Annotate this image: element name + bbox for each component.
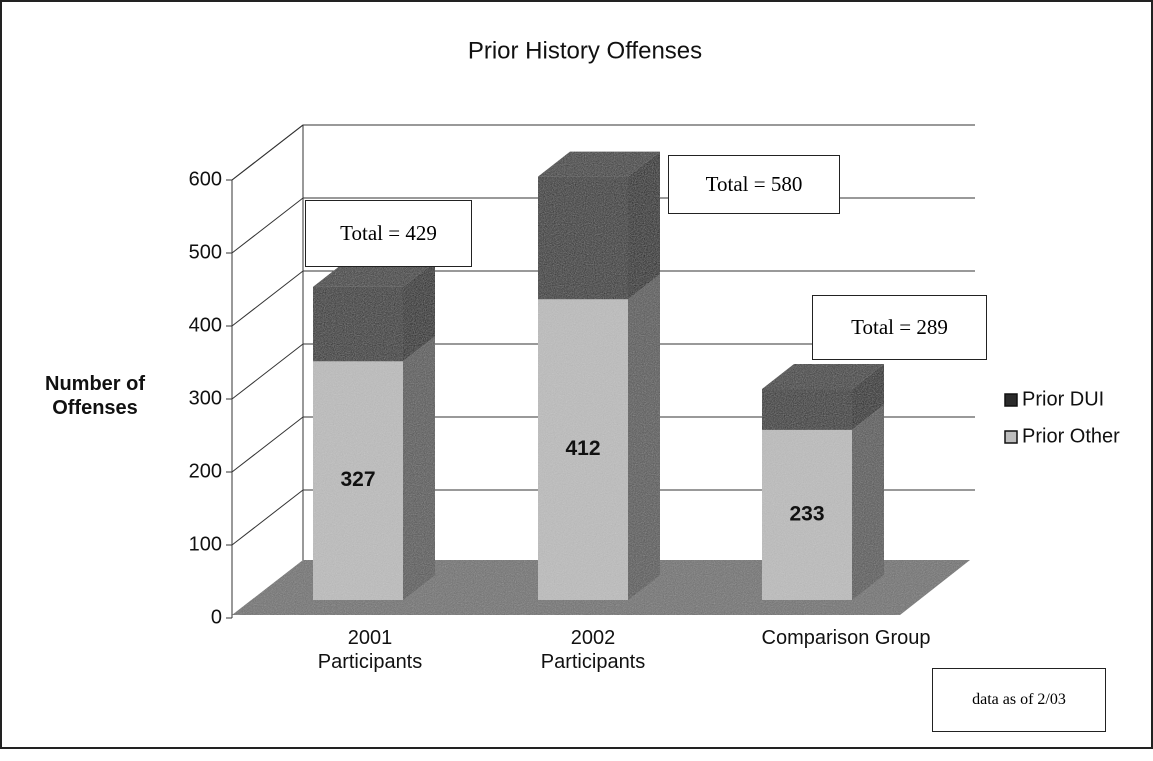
y-tick-label: 0	[211, 606, 222, 628]
legend-swatch	[1004, 430, 1018, 444]
grid-line	[231, 197, 304, 254]
grid-line	[231, 343, 304, 400]
bar	[538, 299, 628, 600]
bar	[762, 389, 852, 430]
note: data as of 2/03	[932, 668, 1106, 732]
bar	[762, 429, 852, 600]
annotation: Total = 289	[812, 295, 987, 360]
annotation: Total = 580	[668, 155, 840, 214]
grid-line	[231, 124, 304, 181]
bar-side	[403, 336, 435, 600]
bar-top	[538, 151, 660, 177]
bar	[313, 286, 403, 362]
x-tick-label: Comparison Group	[761, 627, 931, 649]
y-tick-label: 100	[189, 533, 222, 555]
y-tick-label: 400	[189, 314, 222, 336]
chart-title: Prior History Offenses	[468, 37, 702, 64]
bar	[538, 176, 628, 300]
bar-side	[403, 261, 435, 362]
y-tick-label: 500	[189, 241, 222, 263]
bar-side	[628, 151, 660, 300]
bar-top	[762, 364, 884, 390]
bar-side	[628, 274, 660, 600]
grid-line	[231, 416, 304, 473]
grid-line	[231, 489, 304, 546]
grid-line	[231, 270, 304, 327]
data-label: 412	[565, 437, 600, 460]
legend-label: Prior DUI	[1022, 388, 1104, 410]
data-label: 327	[340, 468, 375, 491]
legend-swatch	[1004, 393, 1018, 407]
y-tick-label: 600	[189, 168, 222, 190]
bar	[313, 361, 403, 600]
bar-top	[313, 261, 435, 287]
bar-side	[852, 364, 884, 430]
x-tick-label: 2001 Participants	[317, 627, 423, 673]
y-tick-label: 200	[189, 460, 222, 482]
x-tick-label: 2002 Participants	[540, 627, 646, 673]
legend-label: Prior Other	[1022, 425, 1120, 447]
y-tick-label: 300	[189, 387, 222, 409]
y-axis-label: Number of Offenses	[45, 373, 145, 419]
data-label: 233	[789, 503, 824, 526]
annotation: Total = 429	[305, 200, 472, 267]
bar-side	[852, 404, 884, 600]
